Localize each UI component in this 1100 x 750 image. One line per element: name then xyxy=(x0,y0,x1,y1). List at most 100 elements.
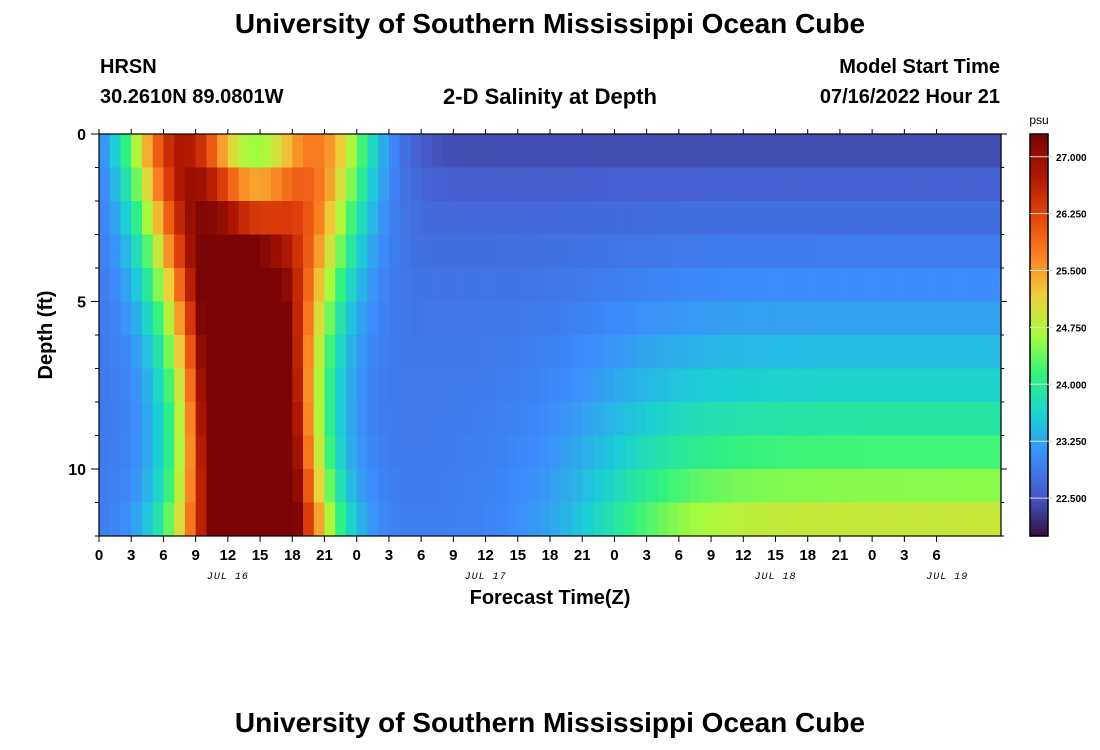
heatmap-cell xyxy=(496,268,508,302)
heatmap-cell xyxy=(217,301,229,336)
heatmap-cell xyxy=(378,268,390,302)
heatmap-cell xyxy=(324,134,336,168)
x-tick-label: 18 xyxy=(799,547,816,564)
heatmap-cell xyxy=(936,301,948,336)
heatmap-cell xyxy=(893,435,905,470)
main-title: University of Southern Mississippi Ocean… xyxy=(234,8,866,39)
colorbar-segment xyxy=(1030,157,1048,162)
heatmap-cell xyxy=(174,502,186,537)
heatmap-cell xyxy=(120,469,132,503)
heatmap-cell xyxy=(614,435,626,470)
heatmap-cell xyxy=(678,301,691,336)
colorbar-segment xyxy=(1030,422,1048,427)
heatmap-cell xyxy=(539,335,551,369)
heatmap-cell xyxy=(947,301,959,336)
heatmap-cell xyxy=(571,435,583,470)
x-tick-label: 0 xyxy=(95,547,103,564)
heatmap-cell xyxy=(270,167,283,202)
heatmap-cell xyxy=(517,201,530,235)
heatmap-cell xyxy=(603,435,616,470)
heatmap-cell xyxy=(292,201,304,235)
heatmap-cell xyxy=(184,167,197,202)
colorbar-segment xyxy=(1030,469,1048,473)
heatmap-cell xyxy=(260,502,272,537)
heatmap-cell xyxy=(367,435,379,470)
heatmap-cell xyxy=(925,268,938,302)
heatmap-cell xyxy=(367,301,379,336)
heatmap-cell xyxy=(711,502,723,537)
heatmap-cell xyxy=(818,234,830,269)
heatmap-cell xyxy=(184,335,197,369)
heatmap-cell xyxy=(958,167,970,202)
heatmap-cell xyxy=(324,201,336,235)
colorbar-segment xyxy=(1030,345,1048,349)
heatmap-cell xyxy=(646,134,658,168)
heatmap-cell xyxy=(754,134,766,168)
heatmap-cell xyxy=(560,335,573,369)
colorbar-segment xyxy=(1030,351,1048,356)
heatmap-cell xyxy=(141,134,154,168)
heatmap-cell xyxy=(979,301,991,336)
heatmap-cell xyxy=(109,167,122,202)
heatmap-cell xyxy=(829,301,841,336)
heatmap-cell xyxy=(904,368,916,403)
colorbar-segment xyxy=(1030,150,1048,155)
heatmap-cell xyxy=(109,134,122,168)
x-tick-label: 12 xyxy=(477,547,494,564)
heatmap-cell xyxy=(635,234,648,269)
heatmap-cell xyxy=(882,134,895,168)
heatmap-cell xyxy=(904,134,916,168)
heatmap-cell xyxy=(496,469,508,503)
heatmap-cell xyxy=(378,402,390,436)
heatmap-cell xyxy=(474,335,487,369)
y-tick-label: 5 xyxy=(77,295,86,312)
heatmap-cell xyxy=(861,134,873,168)
x-tick-label: 0 xyxy=(353,547,361,564)
colorbar-segment xyxy=(1030,428,1048,433)
heatmap-cell xyxy=(979,502,991,537)
colorbar-segment xyxy=(1030,341,1048,346)
heatmap-cell xyxy=(936,402,948,436)
heatmap-cell xyxy=(99,167,111,202)
heatmap-cell xyxy=(958,502,970,537)
heatmap-cell xyxy=(925,167,938,202)
colorbar-segment xyxy=(1030,492,1048,497)
heatmap-cell xyxy=(925,435,938,470)
heatmap-cell xyxy=(764,335,777,369)
heatmap-cell xyxy=(668,201,680,235)
heatmap-cell xyxy=(152,335,165,369)
colorbar-segment xyxy=(1030,361,1048,366)
heatmap-cell xyxy=(657,335,669,369)
heatmap-cell xyxy=(313,502,326,537)
heatmap-cell xyxy=(195,469,207,503)
heatmap-cell xyxy=(646,402,658,436)
heatmap-cell xyxy=(936,201,948,235)
heatmap-cell xyxy=(356,435,369,470)
heatmap-cell xyxy=(356,134,369,168)
heatmap-cell xyxy=(249,234,261,269)
heatmap-cell xyxy=(399,268,412,302)
heatmap-cell xyxy=(925,134,938,168)
heatmap-cell xyxy=(517,469,530,503)
x-tick-label: 9 xyxy=(707,547,715,564)
colorbar-tick-label: 27.000 xyxy=(1056,153,1087,164)
heatmap-cell xyxy=(839,435,852,470)
colorbar-segment xyxy=(1030,532,1048,537)
heatmap-cell xyxy=(335,435,347,470)
heatmap-cell xyxy=(990,134,1002,168)
heatmap-cell xyxy=(474,234,487,269)
heatmap-cell xyxy=(657,301,669,336)
heatmap-cell xyxy=(464,134,476,168)
heatmap-cell xyxy=(592,502,605,537)
heatmap-cell xyxy=(786,368,798,403)
heatmap-cell xyxy=(990,435,1002,470)
heatmap-cell xyxy=(356,234,369,269)
heatmap-cell xyxy=(324,368,336,403)
heatmap-cell xyxy=(131,502,143,537)
heatmap-cell xyxy=(442,201,454,235)
heatmap-cell xyxy=(893,268,905,302)
heatmap-cell xyxy=(367,268,379,302)
heatmap-cell xyxy=(174,301,186,336)
colorbar-segment xyxy=(1030,489,1048,494)
heatmap-cell xyxy=(818,469,830,503)
